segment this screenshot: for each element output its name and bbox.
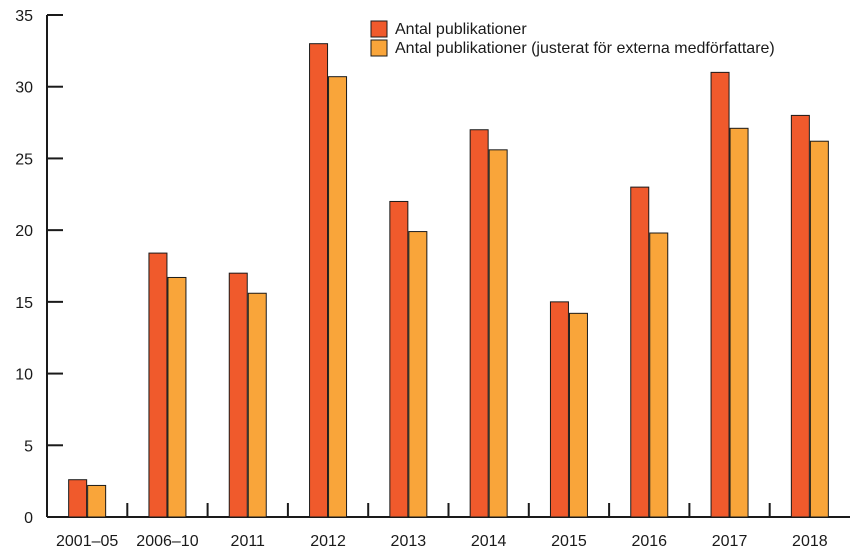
bar-series-1 [309, 43, 329, 518]
legend-swatch [370, 39, 388, 57]
bar-series-1 [389, 200, 409, 518]
x-tick-label: 2014 [471, 533, 507, 550]
bar-series-2 [87, 484, 107, 518]
y-tick-label: 30 [15, 80, 33, 97]
bar-series-1 [549, 301, 569, 518]
bar-series-2 [328, 76, 348, 518]
y-tick-label: 0 [24, 510, 33, 527]
bar-series-1 [710, 71, 730, 518]
bar-series-2 [568, 312, 588, 518]
bar-series-1 [148, 252, 168, 518]
bar-series-2 [488, 149, 508, 518]
bar-series-2 [408, 231, 428, 518]
legend-swatch [370, 20, 388, 38]
x-tick-label: 2013 [391, 533, 427, 550]
bar-series-2 [649, 232, 669, 518]
bar-series-1 [228, 272, 248, 518]
x-tick-label: 2006–10 [136, 533, 198, 550]
y-axis: 0 5 10 15 20 25 30 35 [15, 8, 63, 527]
x-tick-label: 2016 [631, 533, 667, 550]
bar-series-2 [729, 127, 749, 518]
x-tick-label: 2001–05 [56, 533, 118, 550]
x-tick-label: 2018 [792, 533, 828, 550]
y-tick-label: 15 [15, 295, 33, 312]
x-tick-label: 2012 [310, 533, 346, 550]
legend-label: Antal publikationer [395, 21, 527, 38]
x-tick-label: 2011 [231, 533, 266, 550]
x-tick-label: 2015 [551, 533, 587, 550]
y-tick-label: 20 [15, 223, 33, 240]
y-tick-label: 5 [24, 438, 33, 455]
bar-series-2 [167, 276, 187, 518]
bar-series-1 [790, 114, 810, 518]
y-tick-label: 35 [15, 8, 33, 25]
bar-series-2 [809, 140, 829, 518]
bar-series-1 [469, 129, 489, 518]
y-tick-label: 25 [15, 151, 33, 168]
bar-series-1 [68, 479, 88, 518]
bars [68, 43, 829, 518]
x-tick-label: 2017 [712, 533, 748, 550]
bar-series-1 [630, 186, 650, 518]
bar-series-2 [247, 292, 267, 518]
legend: Antal publikationer Antal publikationer (… [370, 20, 775, 57]
legend-label: Antal publikationer (justerat för extern… [395, 40, 775, 57]
y-tick-label: 10 [15, 367, 33, 384]
